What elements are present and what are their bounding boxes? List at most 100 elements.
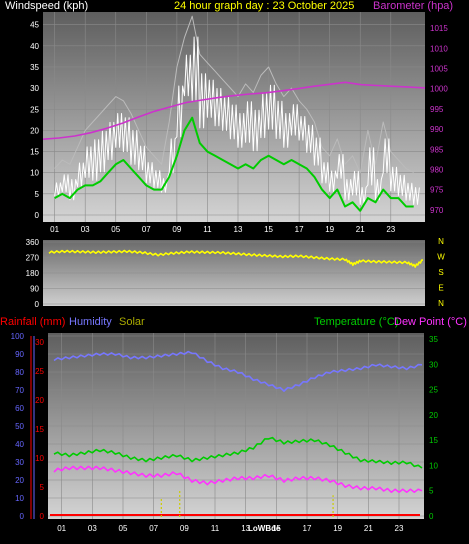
windspeed-tick-label: 40 bbox=[30, 42, 39, 51]
temperature-tick-labels: 0 5 10 15 20 25 30 35 bbox=[429, 335, 438, 521]
hour-tick-labels: 01 03 05 07 09 11 13 15 17 19 21 23 bbox=[57, 524, 404, 533]
hour-tick-label: 21 bbox=[364, 524, 373, 533]
humidity-tick-label: 60 bbox=[15, 404, 24, 413]
temperature-line bbox=[53, 436, 423, 469]
series-lines bbox=[48, 249, 423, 268]
series-lines bbox=[50, 350, 423, 517]
rainfall-tick-label: 10 bbox=[35, 454, 44, 463]
compass-label: N bbox=[438, 299, 444, 308]
rainfall-tick-label: 0 bbox=[40, 512, 45, 521]
hour-tick-label: 03 bbox=[81, 225, 90, 234]
hour-tick-label: 11 bbox=[211, 524, 220, 533]
hour-tick-label: 07 bbox=[149, 524, 158, 533]
humidity-tick-label: 50 bbox=[15, 422, 24, 431]
rainfall-tick-label: 30 bbox=[35, 338, 44, 347]
humidity-tick-label: 70 bbox=[15, 386, 24, 395]
rainfall-label: Rainfall (mm) bbox=[0, 316, 65, 328]
temperature-tick-label: 0 bbox=[429, 512, 434, 521]
hour-tick-label: 17 bbox=[295, 225, 304, 234]
hour-tick-labels: 01 03 05 07 09 11 13 15 17 19 21 23 bbox=[50, 225, 396, 234]
dew-point-label: Dew Point (°C) bbox=[394, 316, 467, 328]
rainfall-tick-labels: 0 5 10 15 20 25 30 bbox=[35, 338, 44, 521]
temperature-tick-label: 15 bbox=[429, 436, 438, 445]
hour-tick-label: 09 bbox=[180, 524, 189, 533]
direction-tick-label: 360 bbox=[26, 238, 40, 247]
hour-tick-label: 13 bbox=[234, 225, 243, 234]
barometer-tick-label: 970 bbox=[430, 206, 444, 215]
hour-tick-label: 15 bbox=[272, 524, 281, 533]
hour-tick-label: 15 bbox=[264, 225, 273, 234]
windspeed-tick-labels: 0 5 10 15 20 25 30 35 40 45 bbox=[30, 21, 39, 220]
hour-tick-label: 01 bbox=[50, 225, 59, 234]
wind-barometer-panel: Windspeed (kph) 24 hour graph day : 23 O… bbox=[5, 0, 453, 234]
direction-tick-label: 180 bbox=[26, 269, 40, 278]
windspeed-tick-label: 10 bbox=[30, 169, 39, 178]
compass-label: S bbox=[438, 268, 443, 277]
barometer-tick-label: 1005 bbox=[430, 65, 448, 74]
temperature-humidity-panel: Rainfall (mm) Humidity Solar Temperature… bbox=[0, 316, 467, 533]
barometer-tick-labels: 970 975 980 985 990 995 1000 1005 1010 1015 bbox=[430, 24, 448, 215]
wind-direction-line bbox=[48, 249, 423, 268]
barometer-tick-label: 975 bbox=[430, 186, 444, 195]
windspeed-line bbox=[54, 36, 420, 205]
dew-point-line bbox=[53, 465, 423, 494]
humidity-tick-labels: 0 10 20 30 40 50 60 70 80 90 100 bbox=[11, 332, 25, 521]
humidity-tick-label: 90 bbox=[15, 350, 24, 359]
hour-tick-label: 21 bbox=[356, 225, 365, 234]
barometer-tick-label: 995 bbox=[430, 105, 444, 114]
compass-label: W bbox=[437, 253, 445, 262]
windspeed-tick-label: 35 bbox=[30, 63, 39, 72]
barometer-tick-label: 1000 bbox=[430, 85, 448, 94]
direction-tick-label: 0 bbox=[35, 300, 40, 309]
direction-tick-labels: 0 90 180 270 360 bbox=[26, 238, 40, 309]
graph-title: 24 hour graph day : 23 October 2025 bbox=[174, 0, 354, 12]
hour-tick-label: 13 bbox=[241, 524, 250, 533]
windspeed-tick-label: 45 bbox=[30, 21, 39, 30]
temperature-tick-label: 30 bbox=[429, 360, 438, 369]
temperature-tick-label: 20 bbox=[429, 411, 438, 420]
rainfall-tick-label: 15 bbox=[35, 425, 44, 434]
humidity-tick-label: 100 bbox=[11, 332, 25, 341]
compass-label: N bbox=[438, 237, 444, 246]
panel-background bbox=[43, 12, 425, 222]
windspeed-tick-label: 25 bbox=[30, 105, 39, 114]
windspeed-tick-label: 30 bbox=[30, 84, 39, 93]
hour-tick-label: 09 bbox=[172, 225, 181, 234]
hour-tick-label: 01 bbox=[57, 524, 66, 533]
humidity-tick-label: 40 bbox=[15, 440, 24, 449]
humidity-tick-label: 20 bbox=[15, 476, 24, 485]
sunrise-sunset-label: LoWBde bbox=[248, 524, 281, 533]
rainfall-tick-label: 5 bbox=[40, 483, 45, 492]
humidity-tick-label: 80 bbox=[15, 368, 24, 377]
temperature-tick-label: 5 bbox=[429, 487, 434, 496]
hour-tick-label: 19 bbox=[333, 524, 342, 533]
barometer-line bbox=[42, 81, 426, 140]
rainfall-tick-label: 25 bbox=[35, 367, 44, 376]
humidity-line bbox=[53, 350, 423, 392]
series-lines bbox=[42, 15, 426, 212]
hour-tick-label: 05 bbox=[119, 524, 128, 533]
hour-tick-label: 17 bbox=[303, 524, 312, 533]
average-wind-line bbox=[54, 116, 414, 212]
barometer-tick-label: 1015 bbox=[430, 24, 448, 33]
barometer-axis-label: Barometer (hpa) bbox=[373, 0, 453, 12]
hour-tick-label: 03 bbox=[88, 524, 97, 533]
barometer-tick-label: 990 bbox=[430, 125, 444, 134]
windspeed-tick-label: 0 bbox=[35, 211, 40, 220]
windspeed-tick-label: 5 bbox=[35, 190, 40, 199]
barometer-tick-label: 1010 bbox=[430, 44, 448, 53]
solar-label: Solar bbox=[119, 316, 145, 328]
hour-tick-label: 23 bbox=[395, 524, 404, 533]
temperature-tick-label: 35 bbox=[429, 335, 438, 344]
windspeed-tick-label: 15 bbox=[30, 148, 39, 157]
windspeed-tick-label: 20 bbox=[30, 126, 39, 135]
direction-tick-label: 270 bbox=[26, 254, 40, 263]
humidity-tick-label: 10 bbox=[15, 494, 24, 503]
humidity-tick-label: 30 bbox=[15, 458, 24, 467]
humidity-tick-label: 0 bbox=[20, 512, 25, 521]
temperature-tick-label: 25 bbox=[429, 386, 438, 395]
